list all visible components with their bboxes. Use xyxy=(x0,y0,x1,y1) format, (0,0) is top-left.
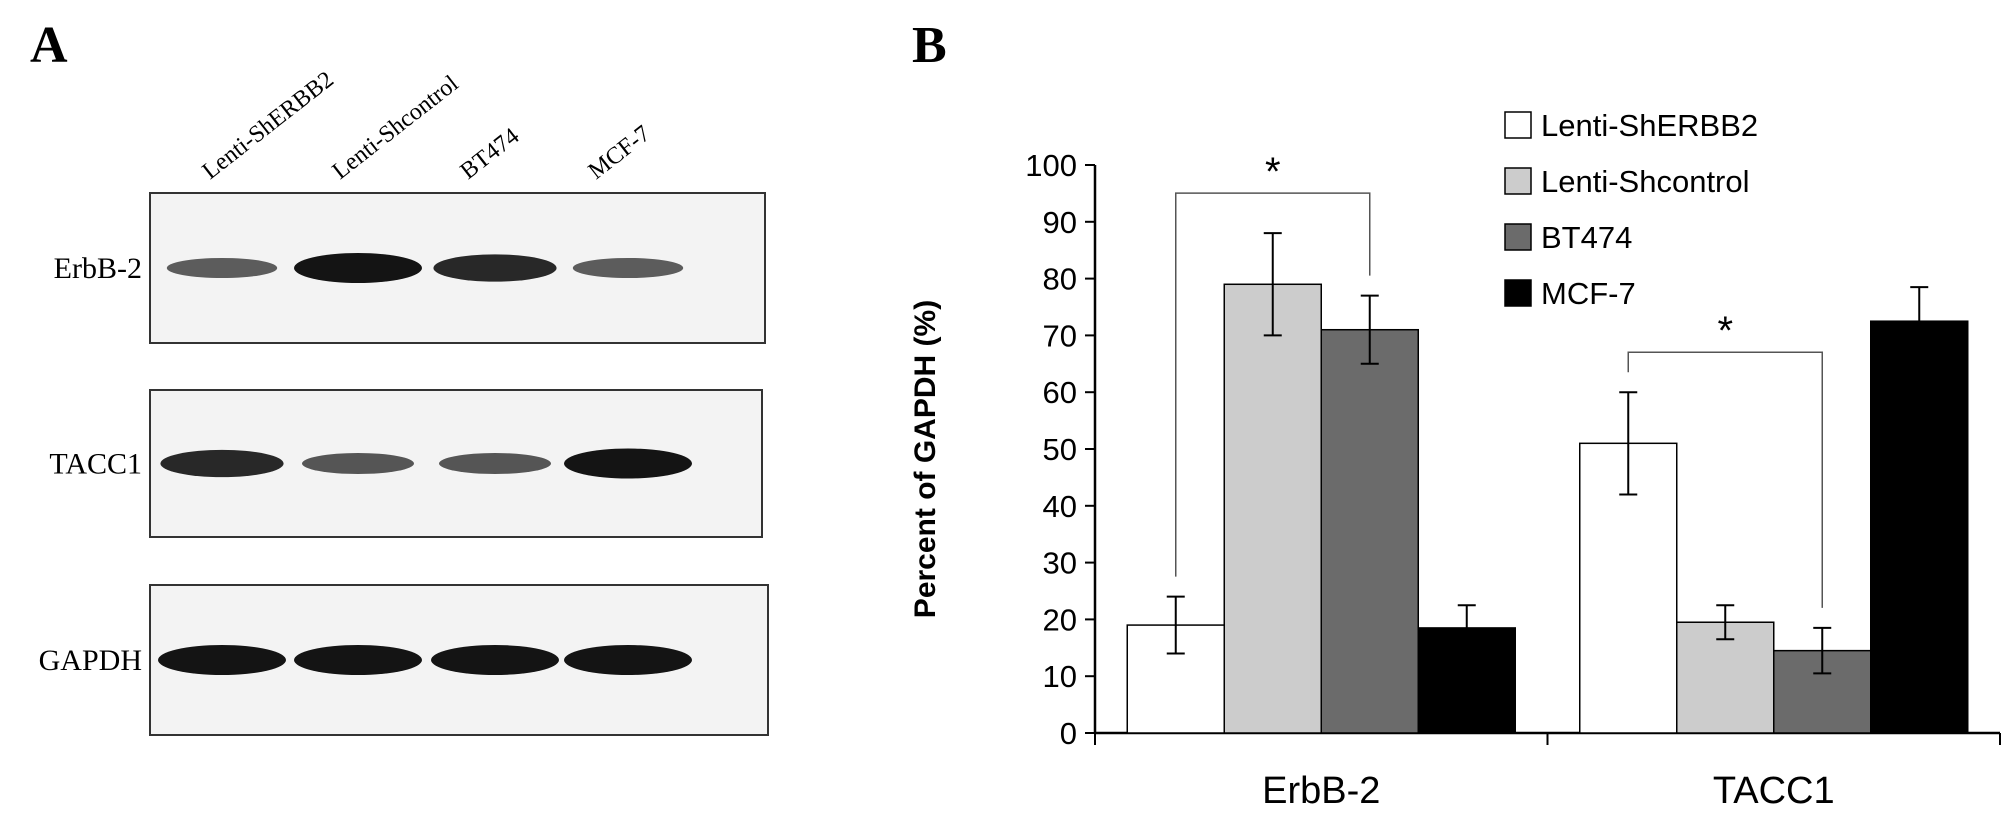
legend-label: Lenti-ShERBB2 xyxy=(1541,108,1758,143)
significance-star: * xyxy=(1265,150,1281,194)
blot-label: GAPDH xyxy=(39,644,142,677)
y-tick-label: 10 xyxy=(1043,659,1077,694)
blot-label: TACC1 xyxy=(49,448,142,481)
bar-lenti-shcontrol xyxy=(1676,621,1775,734)
y-tick-label: 60 xyxy=(1043,375,1077,410)
blot-label: ErbB-2 xyxy=(54,252,142,285)
legend-swatch xyxy=(1504,111,1532,139)
legend-label: MCF-7 xyxy=(1541,276,1636,311)
legend-swatch xyxy=(1504,279,1532,307)
y-tick-label: 30 xyxy=(1043,546,1077,581)
blot-band xyxy=(294,253,422,283)
blot-band xyxy=(564,645,692,675)
lane-label: Lenti-Shcontrol xyxy=(328,70,464,184)
bar-lenti-shcontrol xyxy=(1223,283,1322,734)
y-tick-label: 70 xyxy=(1043,318,1077,353)
blot-tacc1: TACC1 xyxy=(49,389,763,538)
legend-label: BT474 xyxy=(1541,220,1632,255)
legend: Lenti-ShERBB2 Lenti-Shcontrol BT474 MCF-7 xyxy=(1504,108,1758,311)
blot-band xyxy=(439,453,551,474)
blot-erbb-2: ErbB-2 xyxy=(54,192,766,344)
significance-brackets: ** xyxy=(1175,150,1823,608)
significance-bracket xyxy=(1175,192,1371,577)
blot-band xyxy=(431,645,559,675)
blot-gapdh: GAPDH xyxy=(39,584,769,736)
y-tick-label: 100 xyxy=(1025,148,1077,183)
y-tick-label: 90 xyxy=(1043,205,1077,240)
blot-band xyxy=(160,449,284,478)
bar-bt474 xyxy=(1320,328,1419,734)
panel-b-label: B xyxy=(912,17,947,74)
bar-mcf-7 xyxy=(1870,320,1969,734)
y-tick-label: 80 xyxy=(1043,262,1077,297)
x-axis-ticks: ErbB-2 TACC1 xyxy=(1094,733,2001,812)
legend-label: Lenti-Shcontrol xyxy=(1541,164,1750,199)
blot-band xyxy=(166,257,278,279)
y-tick-label: 20 xyxy=(1043,602,1077,637)
x-category-label: ErbB-2 xyxy=(1262,770,1380,812)
x-category-label: TACC1 xyxy=(1713,770,1835,812)
error-bars xyxy=(1166,232,1929,675)
legend-swatch xyxy=(1504,167,1532,195)
y-axis-ticks: 0 10 20 30 40 50 60 70 80 90 100 xyxy=(1025,148,1095,751)
blot-band xyxy=(433,254,557,282)
panel-a-label: A xyxy=(30,17,68,74)
y-axis-label: Percent of GAPDH (%) xyxy=(909,300,942,618)
bars xyxy=(1126,283,1969,734)
legend-swatch xyxy=(1504,223,1532,251)
significance-star: * xyxy=(1717,309,1733,353)
blot-band xyxy=(302,453,414,474)
blot-panels: ErbB-2 TACC1 GAPDH xyxy=(39,192,769,736)
blot-band xyxy=(294,645,422,675)
blot-band xyxy=(564,448,692,479)
blot-band xyxy=(572,257,684,279)
significance-bracket xyxy=(1627,351,1823,608)
y-tick-label: 0 xyxy=(1060,716,1077,751)
y-tick-label: 50 xyxy=(1043,432,1077,467)
blot-band xyxy=(158,645,286,675)
y-tick-label: 40 xyxy=(1043,489,1077,524)
lane-label: Lenti-ShERBB2 xyxy=(198,67,339,185)
lane-label: BT474 xyxy=(456,123,525,185)
lane-label: MCF-7 xyxy=(584,121,656,185)
